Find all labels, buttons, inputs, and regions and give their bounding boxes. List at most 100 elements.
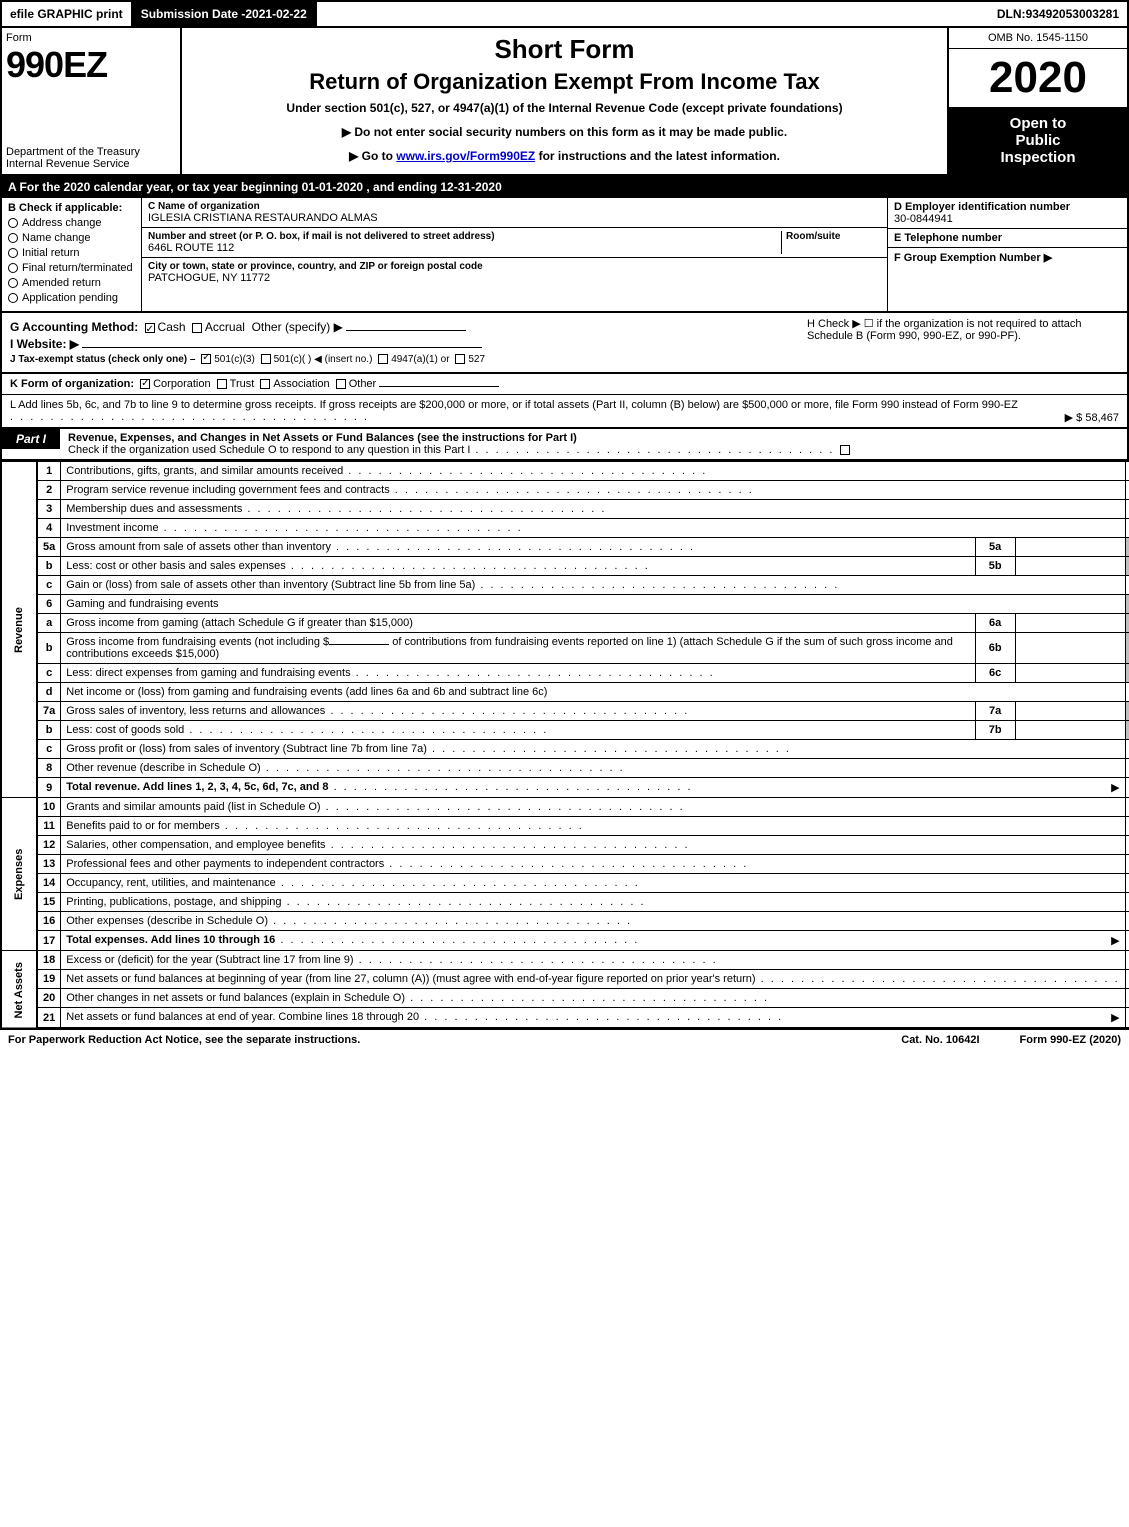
section-revenue-label: Revenue	[1, 462, 37, 798]
arrow-17: ▶	[1111, 934, 1119, 947]
sv-7a	[1015, 702, 1125, 721]
contrib-amount-input[interactable]	[329, 644, 389, 645]
dln-label: DLN:	[997, 7, 1026, 21]
footer: For Paperwork Reduction Act Notice, see …	[0, 1029, 1129, 1050]
rn-21: 21	[1125, 1008, 1129, 1029]
rn-13: 13	[1125, 855, 1129, 874]
check-association[interactable]	[260, 379, 270, 389]
check-4947[interactable]	[378, 354, 388, 364]
check-application-pending[interactable]: Application pending	[8, 292, 135, 304]
desc-16: Other expenses (describe in Schedule O)	[66, 915, 632, 927]
line-i: I Website: ▶	[10, 337, 799, 351]
desc-6b-1: Gross income from fundraising events (no…	[66, 636, 329, 648]
department-label: Department of the Treasury Internal Reve…	[6, 146, 176, 170]
check-501c3[interactable]	[201, 354, 211, 364]
dln-value: 93492053003281	[1026, 7, 1119, 21]
sn-7a: 7a	[975, 702, 1015, 721]
desc-20: Other changes in net assets or fund bala…	[66, 992, 769, 1004]
check-address-change[interactable]: Address change	[8, 217, 135, 229]
efile-print-label[interactable]: efile GRAPHIC print	[2, 2, 133, 26]
rn-4: 4	[1125, 519, 1129, 538]
submission-date-value: 2021-02-22	[245, 7, 306, 21]
irs-link[interactable]: www.irs.gov/Form990EZ	[396, 149, 535, 163]
check-final-return[interactable]: Final return/terminated	[8, 262, 135, 274]
form-number: 990EZ	[6, 44, 176, 86]
rn-3: 3	[1125, 500, 1129, 519]
desc-15: Printing, publications, postage, and shi…	[66, 896, 645, 908]
sn-5a: 5a	[975, 538, 1015, 557]
check-trust[interactable]	[217, 379, 227, 389]
ln-3: 3	[37, 500, 61, 519]
sv-7b	[1015, 721, 1125, 740]
rn-2: 2	[1125, 481, 1129, 500]
ln-10: 10	[37, 798, 61, 817]
desc-4: Investment income	[66, 522, 522, 534]
part1-check-box[interactable]	[840, 445, 850, 455]
ln-19: 19	[37, 970, 61, 989]
check-other-org[interactable]	[336, 379, 346, 389]
sn-7b: 7b	[975, 721, 1015, 740]
ln-18: 18	[37, 951, 61, 970]
ln-21: 21	[37, 1008, 61, 1029]
desc-12: Salaries, other compensation, and employ…	[66, 839, 689, 851]
ln-7b: b	[37, 721, 61, 740]
line-l-arrow: ▶ $	[1065, 412, 1086, 424]
box-def: D Employer identification number 30-0844…	[887, 198, 1127, 311]
ln-11: 11	[37, 817, 61, 836]
sv-5a	[1015, 538, 1125, 557]
footer-pra: For Paperwork Reduction Act Notice, see …	[8, 1034, 360, 1046]
rn-9: 9	[1125, 778, 1129, 798]
form-label: Form	[6, 32, 176, 44]
section-expenses-label: Expenses	[1, 798, 37, 951]
ln-7c: c	[37, 740, 61, 759]
desc-7c: Gross profit or (loss) from sales of inv…	[66, 743, 791, 755]
sn-5b: 5b	[975, 557, 1015, 576]
label-org-name: C Name of organization	[148, 201, 881, 212]
line-g: G Accounting Method: Cash Accrual Other …	[10, 320, 799, 334]
rn-8: 8	[1125, 759, 1129, 778]
sv-6a	[1015, 614, 1125, 633]
org-name: IGLESIA CRISTIANA RESTAURANDO ALMAS	[148, 212, 881, 224]
desc-13: Professional fees and other payments to …	[66, 858, 748, 870]
check-name-change[interactable]: Name change	[8, 232, 135, 244]
check-amended-return[interactable]: Amended return	[8, 277, 135, 289]
rn-7c: 7c	[1125, 740, 1129, 759]
title-return: Return of Organization Exempt From Incom…	[192, 69, 937, 95]
line-k-label: K Form of organization:	[10, 378, 134, 390]
rn-15: 15	[1125, 893, 1129, 912]
other-org-input[interactable]	[379, 386, 499, 387]
dln-box: DLN: 93492053003281	[989, 2, 1127, 26]
ln-7a: 7a	[37, 702, 61, 721]
line-k: K Form of organization: Corporation Trus…	[0, 374, 1129, 395]
part1-title: Revenue, Expenses, and Changes in Net As…	[68, 432, 577, 444]
check-527[interactable]	[455, 354, 465, 364]
open-line2: Public	[953, 132, 1123, 149]
ln-4: 4	[37, 519, 61, 538]
rn-10: 10	[1125, 798, 1129, 817]
arrow-21: ▶	[1111, 1011, 1119, 1024]
label-city: City or town, state or province, country…	[148, 261, 881, 272]
ln-17: 17	[37, 931, 61, 951]
line-a-tax-year: A For the 2020 calendar year, or tax yea…	[0, 176, 1129, 198]
check-initial-return[interactable]: Initial return	[8, 247, 135, 259]
section-netassets-label: Net Assets	[1, 951, 37, 1029]
header-center: Short Form Return of Organization Exempt…	[182, 28, 947, 174]
other-specify-input[interactable]	[346, 330, 466, 331]
website-input[interactable]	[82, 347, 482, 348]
dept-treasury: Department of the Treasury	[6, 146, 176, 158]
box-b-title: B Check if applicable:	[8, 202, 135, 214]
box-b: B Check if applicable: Address change Na…	[2, 198, 142, 311]
check-501c[interactable]	[261, 354, 271, 364]
warning-ssn: ▶ Do not enter social security numbers o…	[192, 125, 937, 139]
line-h: H Check ▶ ☐ if the organization is not r…	[799, 317, 1119, 368]
rn-19: 19	[1125, 970, 1129, 989]
desc-3: Membership dues and assessments	[66, 503, 606, 515]
check-accrual[interactable]	[192, 323, 202, 333]
dept-irs: Internal Revenue Service	[6, 158, 176, 170]
check-corporation[interactable]	[140, 379, 150, 389]
part1-label: Part I	[2, 429, 60, 449]
desc-19: Net assets or fund balances at beginning…	[66, 973, 1119, 985]
ein-value: 30-0844941	[894, 213, 1121, 225]
check-cash[interactable]	[145, 323, 155, 333]
ln-20: 20	[37, 989, 61, 1008]
